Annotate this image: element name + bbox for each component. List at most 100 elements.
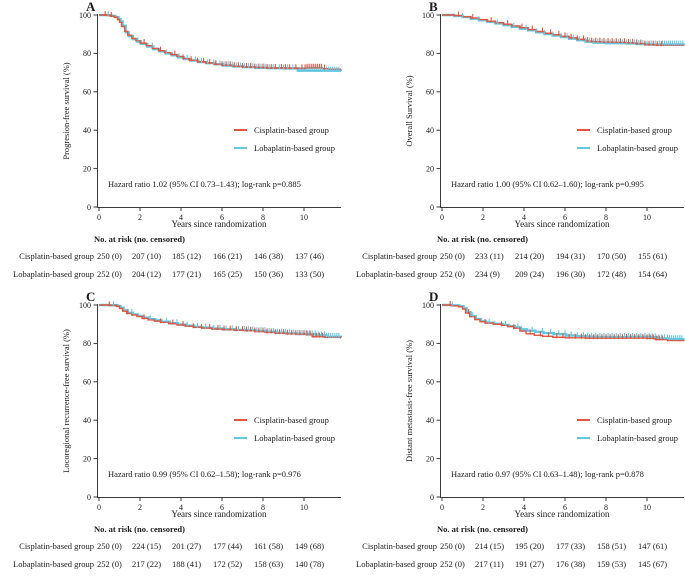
risk-value: 159 (53) [597, 559, 627, 569]
x-tick-label: 2 [138, 503, 142, 512]
legend-item-lobaplatin: Lobaplatin-based group [577, 429, 678, 447]
x-tick-label: 10 [300, 213, 308, 222]
risk-value: 170 (50) [597, 251, 627, 261]
risk-value: 145 (67) [638, 559, 668, 569]
panel-b: 0 20 40 60 80 100 0 2 4 6 8 10 B Overall Survival (… [343, 0, 685, 289]
risk-row-lobaplatin: Lobaplatin-based group 252 (0) 234 (9) 209… [343, 269, 685, 281]
y-tick-label: 80 [83, 339, 91, 348]
legend-item-lobaplatin: Lobaplatin-based group [577, 139, 678, 157]
risk-row-lobaplatin: Lobaplatin-based group 252 (0) 204 (12) 17… [0, 269, 342, 281]
cisplatin-line-swatch [234, 128, 247, 132]
risk-row-cisplatin: Cisplatin-based group 250 (0) 207 (10) 185… [0, 251, 342, 263]
risk-table-header: No. at risk (no. censored) [437, 234, 528, 244]
risk-value: 217 (11) [475, 559, 504, 569]
y-tick-label: 60 [426, 378, 434, 387]
x-tick-label: 0 [440, 503, 444, 512]
risk-table-header: No. at risk (no. censored) [437, 524, 528, 534]
risk-value: 150 (36) [254, 269, 284, 279]
risk-value: 214 (15) [475, 541, 505, 551]
risk-table-header: No. at risk (no. censored) [94, 524, 185, 534]
risk-table-header: No. at risk (no. censored) [94, 234, 185, 244]
risk-value: 214 (20) [515, 251, 545, 261]
panel-letter: A [86, 0, 96, 14]
risk-row-cisplatin: Cisplatin-based group 250 (0) 224 (15) 201… [0, 541, 342, 553]
x-axis-title: Years since randomization [171, 509, 267, 519]
x-tick-label: 6 [220, 213, 224, 222]
risk-value: 146 (38) [254, 251, 284, 261]
y-tick-label: 40 [426, 126, 434, 135]
panel-a: 0 20 40 60 80 100 0 2 4 6 8 10 A Progresion-free su… [0, 0, 342, 289]
risk-value: 224 (15) [132, 541, 162, 551]
x-tick-label: 2 [138, 213, 142, 222]
y-tick-label: 20 [426, 164, 434, 173]
risk-value: 194 (31) [556, 251, 586, 261]
x-tick-label: 10 [643, 213, 651, 222]
risk-value: 158 (51) [597, 541, 627, 551]
risk-value: 252 (0) [97, 269, 122, 279]
x-tick-label: 4 [179, 503, 183, 512]
x-axis-title: Years since randomization [514, 219, 610, 229]
legend-label: Lobaplatin-based group [254, 143, 335, 153]
risk-value: 252 (0) [440, 269, 465, 279]
y-tick-label: 100 [422, 11, 434, 20]
risk-value: 176 (38) [556, 559, 586, 569]
km-plot-d: 0 20 40 60 80 100 0 2 4 6 8 10 [422, 301, 685, 512]
risk-value: 137 (46) [295, 251, 325, 261]
risk-value: 177 (21) [172, 269, 202, 279]
y-tick-label: 100 [422, 301, 434, 310]
risk-row-label: Lobaplatin-based group [356, 269, 437, 279]
panel-letter: B [429, 0, 438, 14]
risk-value: 195 (20) [515, 541, 545, 551]
risk-value: 149 (68) [295, 541, 325, 551]
cisplatin-line-swatch [234, 418, 247, 422]
x-tick-label: 4 [522, 503, 526, 512]
risk-value: 147 (61) [638, 541, 668, 551]
legend: Cisplatin-based group Lobaplatin-based g… [577, 411, 678, 447]
y-axis-title: Locoregional recurrence-free survival (%… [61, 329, 71, 473]
x-tick-label: 10 [300, 503, 308, 512]
risk-value: 177 (44) [213, 541, 243, 551]
x-tick-label: 2 [481, 503, 485, 512]
risk-value: 207 (10) [132, 251, 162, 261]
legend-label: Lobaplatin-based group [597, 143, 678, 153]
survival-curve-lobaplatin [99, 303, 342, 339]
risk-value: 252 (0) [97, 559, 122, 569]
hazard-ratio-annotation: Hazard ratio 1.00 (95% CI 0.62–1.60); lo… [451, 179, 644, 189]
risk-value: 201 (27) [172, 541, 202, 551]
y-tick-label: 80 [426, 49, 434, 58]
y-tick-label: 20 [426, 454, 434, 463]
legend: Cisplatin-based group Lobaplatin-based g… [234, 411, 335, 447]
y-tick-label: 80 [83, 49, 91, 58]
cisplatin-line-swatch [577, 418, 590, 422]
panel-d: 0 20 40 60 80 100 0 2 4 6 8 10 D Distant metastasis… [343, 289, 685, 579]
y-tick-label: 0 [87, 203, 91, 212]
hazard-ratio-annotation: Hazard ratio 1.02 (95% CI 0.73–1.43); lo… [108, 179, 301, 189]
risk-value: 154 (64) [638, 269, 668, 279]
risk-value: 204 (12) [132, 269, 162, 279]
legend-item-lobaplatin: Lobaplatin-based group [234, 429, 335, 447]
x-tick-label: 0 [440, 213, 444, 222]
x-tick-label: 8 [604, 213, 608, 222]
y-tick-label: 20 [83, 164, 91, 173]
y-tick-label: 60 [426, 88, 434, 97]
legend-label: Cisplatin-based group [254, 125, 329, 135]
y-tick-label: 0 [430, 493, 434, 502]
cisplatin-line-swatch [577, 128, 590, 132]
legend-item-lobaplatin: Lobaplatin-based group [234, 139, 335, 157]
y-tick-label: 60 [83, 88, 91, 97]
risk-value: 166 (21) [213, 251, 243, 261]
survival-curve-cisplatin [442, 304, 685, 342]
risk-value: 234 (9) [475, 269, 500, 279]
panel-letter: D [429, 289, 439, 304]
km-plot-c: 0 20 40 60 80 100 0 2 4 6 8 10 [79, 301, 342, 512]
risk-row-label: Cisplatin-based group [362, 251, 437, 261]
km-plot-a: 0 20 40 60 80 100 0 2 4 6 8 10 [79, 11, 342, 222]
risk-row-label: Cisplatin-based group [19, 251, 94, 261]
risk-row-cisplatin: Cisplatin-based group 250 (0) 233 (11) 214… [343, 251, 685, 263]
risk-value: 155 (61) [638, 251, 668, 261]
risk-value: 185 (12) [172, 251, 202, 261]
legend: Cisplatin-based group Lobaplatin-based g… [234, 121, 335, 157]
risk-value: 177 (33) [556, 541, 586, 551]
legend-item-cisplatin: Cisplatin-based group [577, 411, 678, 429]
